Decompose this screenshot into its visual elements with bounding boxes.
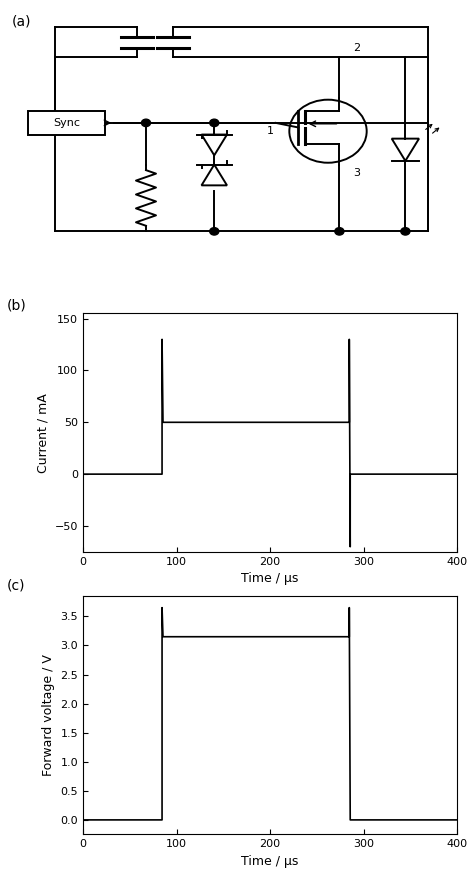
X-axis label: Time / μs: Time / μs (241, 572, 299, 585)
Y-axis label: Forward voltage / V: Forward voltage / V (42, 654, 55, 776)
Circle shape (401, 228, 410, 235)
FancyBboxPatch shape (27, 110, 105, 135)
Circle shape (141, 119, 151, 126)
Text: (b): (b) (7, 298, 27, 313)
Circle shape (210, 228, 219, 235)
Circle shape (210, 119, 219, 126)
Text: (c): (c) (7, 578, 26, 592)
Text: Sync: Sync (53, 117, 80, 128)
Text: 2: 2 (353, 43, 360, 53)
Y-axis label: Current / mA: Current / mA (36, 393, 49, 472)
Circle shape (335, 228, 344, 235)
Text: 3: 3 (353, 169, 360, 178)
Text: (a): (a) (12, 14, 31, 28)
Text: 1: 1 (267, 126, 274, 136)
X-axis label: Time / μs: Time / μs (241, 855, 299, 868)
